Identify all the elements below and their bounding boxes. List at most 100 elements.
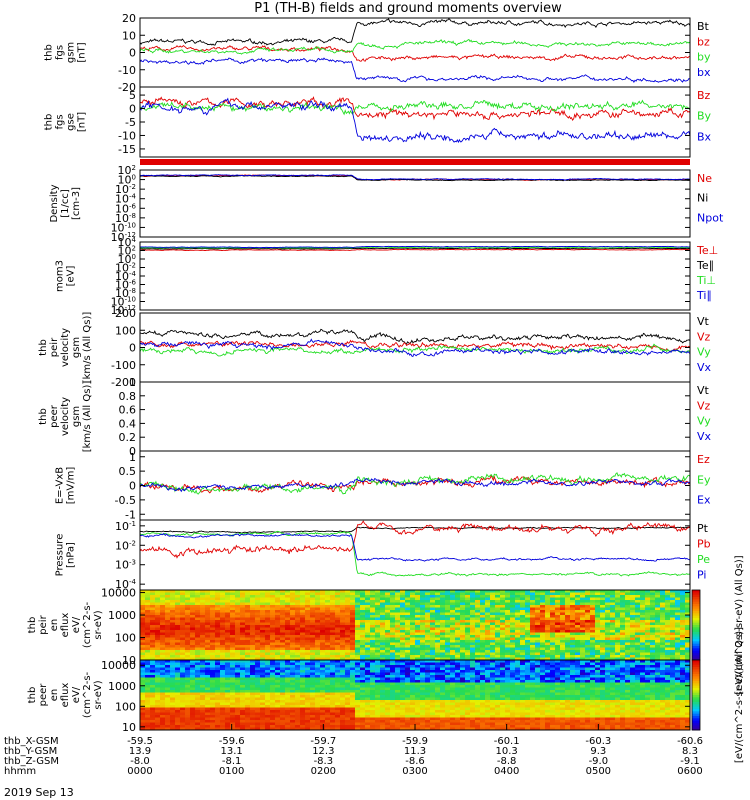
spectrogram-cell bbox=[340, 682, 346, 686]
spectrogram-cell bbox=[575, 632, 581, 636]
spectrogram-cell bbox=[470, 620, 476, 623]
spectrogram-cell bbox=[465, 657, 471, 661]
spectrogram-cell bbox=[680, 592, 686, 596]
spectrogram-cell bbox=[175, 717, 181, 721]
spectrogram-cell bbox=[680, 602, 686, 606]
spectrogram-cell bbox=[310, 607, 316, 611]
spectrogram-cell bbox=[330, 645, 336, 648]
spectrogram-cell bbox=[400, 675, 406, 678]
spectrogram-cell bbox=[550, 595, 556, 598]
spectrogram-cell bbox=[185, 620, 191, 623]
spectrogram-cell bbox=[260, 647, 266, 651]
figure-title: P1 (TH-B) fields and ground moments over… bbox=[254, 1, 562, 16]
spectrogram-cell bbox=[205, 642, 211, 646]
spectrogram-cell bbox=[535, 595, 541, 598]
spectrogram-cell bbox=[550, 655, 556, 658]
spectrogram-cell bbox=[150, 645, 156, 648]
spectrogram-cell bbox=[475, 610, 481, 613]
spectrogram-cell bbox=[180, 692, 186, 696]
spectrogram-cell bbox=[200, 590, 206, 593]
spectrogram-cell bbox=[660, 617, 666, 621]
spectrogram-cell bbox=[355, 592, 361, 596]
spectrogram-cell bbox=[385, 652, 391, 656]
spectrogram-cell bbox=[405, 670, 411, 673]
spectrogram-cell bbox=[285, 727, 291, 731]
spectrogram-cell bbox=[385, 660, 391, 663]
spectrogram-cell bbox=[495, 627, 501, 631]
spectrogram-cell bbox=[415, 690, 421, 693]
spectrogram-cell bbox=[260, 607, 266, 611]
spectrogram-cell bbox=[340, 610, 346, 613]
spectrogram-cell bbox=[355, 660, 361, 663]
spectrogram-cell bbox=[650, 605, 656, 608]
spectrogram-cell bbox=[295, 682, 301, 686]
spectrogram-cell bbox=[375, 677, 381, 681]
spectrogram-cell bbox=[265, 612, 271, 616]
spectrogram-cell bbox=[345, 720, 351, 723]
spectrogram-cell bbox=[605, 645, 611, 648]
spectrogram-cell bbox=[180, 710, 186, 713]
spectrogram-cell bbox=[315, 652, 321, 656]
spectrogram-cell bbox=[370, 662, 376, 666]
spectrogram-cell bbox=[220, 595, 226, 598]
spectrogram-cell bbox=[165, 592, 171, 596]
colorbar-segment bbox=[692, 604, 700, 607]
spectrogram-cell bbox=[475, 612, 481, 616]
spectrogram-cell bbox=[180, 687, 186, 691]
spectrogram-cell bbox=[350, 672, 356, 676]
spectrogram-cell bbox=[635, 635, 641, 638]
spectrogram-cell bbox=[505, 600, 511, 603]
spectrogram-cell bbox=[385, 602, 391, 606]
spectrogram-cell bbox=[515, 652, 521, 656]
spectrogram-cell bbox=[375, 700, 381, 703]
spectrogram-cell bbox=[390, 647, 396, 651]
spectrogram-cell bbox=[375, 695, 381, 698]
spectrogram-cell bbox=[145, 600, 151, 603]
spectrogram-cell bbox=[355, 717, 361, 721]
y-tick-label: 0.5 bbox=[119, 465, 137, 478]
spectrogram-cell bbox=[645, 590, 651, 593]
spectrogram-cell bbox=[320, 692, 326, 696]
spectrogram-cell bbox=[485, 615, 491, 618]
spectrogram-cell bbox=[670, 635, 676, 638]
spectrogram-cell bbox=[435, 657, 441, 661]
spectrogram-cell bbox=[420, 700, 426, 703]
spectrogram-cell bbox=[370, 665, 376, 668]
spectrogram-cell bbox=[215, 640, 221, 643]
spectrogram-cell bbox=[480, 612, 486, 616]
spectrogram-cell bbox=[490, 590, 496, 593]
spectrogram-cell bbox=[255, 715, 261, 718]
spectrogram-cell bbox=[475, 607, 481, 611]
spectrogram-cell bbox=[630, 607, 636, 611]
spectrogram-cell bbox=[540, 632, 546, 636]
spectrogram-cell bbox=[400, 652, 406, 656]
spectrogram-cell bbox=[640, 652, 646, 656]
spectrogram-cell bbox=[565, 625, 571, 628]
spectrogram-cell bbox=[260, 710, 266, 713]
spectrogram-cell bbox=[625, 590, 631, 593]
spectrogram-cell bbox=[675, 632, 681, 636]
spectrogram-cell bbox=[250, 665, 256, 668]
spectrogram-cell bbox=[505, 657, 511, 661]
spectrogram-cell bbox=[540, 620, 546, 623]
legend-entry-Ex: Ex bbox=[697, 494, 711, 507]
spectrogram-cell bbox=[320, 610, 326, 613]
status-bar bbox=[140, 159, 690, 165]
spectrogram-cell bbox=[210, 615, 216, 618]
spectrogram-cell bbox=[175, 712, 181, 716]
spectrogram-cell bbox=[270, 705, 276, 708]
spectrogram-cell bbox=[415, 680, 421, 683]
spectrogram-cell bbox=[210, 602, 216, 606]
spectrogram-cell bbox=[195, 590, 201, 593]
spectrogram-cell bbox=[435, 615, 441, 618]
spectrogram-cell bbox=[345, 727, 351, 731]
spectrogram-cell bbox=[205, 610, 211, 613]
spectrogram-cell bbox=[220, 630, 226, 633]
spectrogram-cell bbox=[455, 635, 461, 638]
spectrogram-cell bbox=[295, 652, 301, 656]
spectrogram-cell bbox=[390, 592, 396, 596]
spectrogram-cell bbox=[375, 630, 381, 633]
spectrogram-cell bbox=[435, 637, 441, 641]
spectrogram-cell bbox=[435, 627, 441, 631]
spectrogram-cell bbox=[600, 617, 606, 621]
